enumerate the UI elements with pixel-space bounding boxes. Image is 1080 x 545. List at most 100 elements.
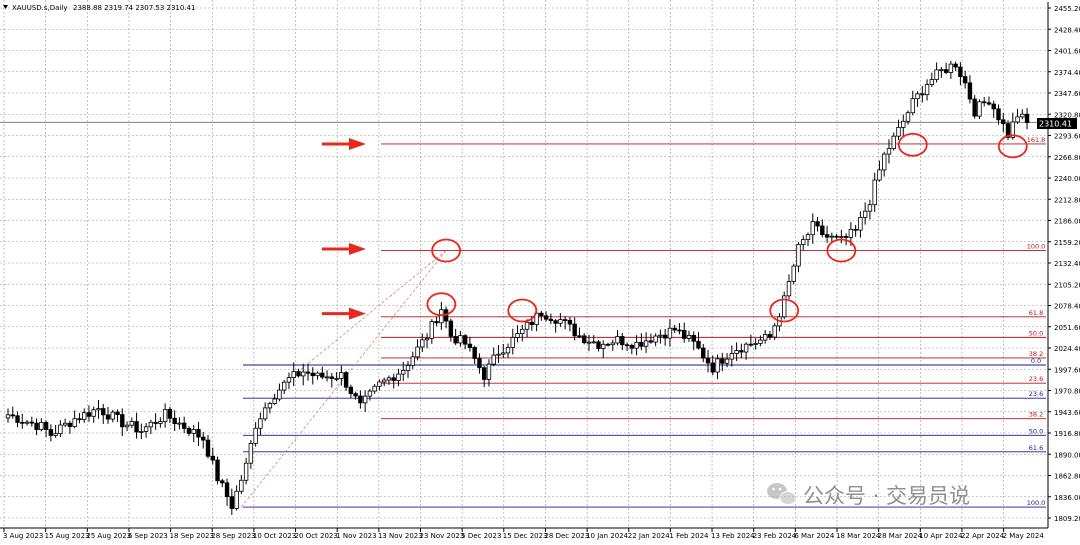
collapse-arrow-icon[interactable]: [3, 5, 8, 9]
bear-candle: [105, 414, 111, 420]
bear-candle: [205, 439, 211, 457]
bear-candle: [181, 422, 187, 429]
bull-candle: [110, 411, 115, 420]
y-tick-label: 1809.20: [1054, 515, 1080, 523]
bear-candle: [824, 234, 830, 238]
bear-candle: [710, 362, 715, 373]
bear-candle: [224, 482, 230, 498]
y-tick-label: 2455.20: [1054, 5, 1080, 13]
bull-candle: [372, 385, 377, 392]
bear-candle: [296, 371, 301, 377]
bull-candle: [415, 346, 420, 358]
bear-candle: [820, 225, 825, 236]
bear-candle: [210, 455, 215, 461]
bull-candle: [610, 342, 615, 346]
y-tick-label: 2428.40: [1054, 26, 1080, 34]
bull-candle: [653, 335, 658, 343]
current-price-tag-bg: [1037, 118, 1077, 129]
fib-level-label: 161.8: [1027, 136, 1046, 144]
bull-candle: [901, 120, 906, 128]
bull-candle: [158, 421, 163, 424]
bear-candle: [29, 421, 35, 424]
bull-candle: [591, 341, 596, 344]
bull-candle: [558, 319, 563, 324]
bear-candle: [391, 377, 396, 381]
fib-trendline: [288, 250, 447, 380]
bear-candle: [629, 345, 635, 349]
bull-candle: [424, 337, 430, 341]
bull-candle: [381, 379, 387, 383]
x-tick-label: 13 Nov 2023: [378, 532, 423, 540]
bear-candle: [682, 329, 687, 339]
bear-candle: [529, 321, 535, 325]
bear-candle: [310, 372, 315, 377]
ohlc-readout: 2388.88 2319.74 2307.53 2310.41: [73, 4, 195, 12]
y-tick-label: 1943.60: [1054, 409, 1080, 417]
bull-candle: [862, 210, 868, 218]
bear-candle: [229, 496, 235, 509]
bear-candle: [582, 335, 587, 344]
bull-candle: [253, 427, 258, 444]
annotations: [322, 132, 1028, 323]
y-tick-label: 2320.80: [1054, 111, 1080, 119]
bear-candle: [696, 340, 701, 349]
bear-candle: [920, 93, 925, 96]
bear-candle: [596, 341, 601, 349]
bear-candle: [34, 422, 39, 430]
y-tick-label: 1890.00: [1054, 451, 1080, 459]
bull-candle: [148, 421, 154, 428]
bear-candle: [739, 350, 744, 353]
bear-candle: [548, 318, 554, 322]
y-tick-label: 2266.80: [1054, 154, 1080, 162]
bull-candle: [858, 217, 863, 231]
y-tick-label: 2347.60: [1054, 90, 1080, 98]
x-tick-label: 15 Dec 2023: [503, 532, 548, 540]
bull-candle: [715, 358, 720, 373]
fib-level-label: 61.6: [1029, 444, 1043, 452]
bear-candle: [477, 358, 482, 369]
bull-candle: [667, 327, 673, 339]
bull-candle: [872, 179, 877, 206]
bull-candle: [762, 334, 768, 341]
bull-candle: [315, 372, 320, 377]
bear-candle: [348, 386, 354, 394]
bear-candle: [815, 221, 820, 227]
bear-candle: [958, 66, 963, 78]
bear-candle: [572, 323, 577, 337]
price-axis[interactable]: 2455.20 2428.40 2401.60 2374.40 2347.60 2320.…: [1048, 5, 1080, 523]
y-tick-label: 2024.40: [1054, 345, 1080, 353]
bear-candle: [982, 101, 987, 104]
fib-level-label: 100.0: [1027, 243, 1046, 251]
bull-candle: [162, 408, 168, 422]
bull-candle: [281, 381, 287, 391]
x-tick-label: 22 Apr 2024: [961, 532, 1005, 540]
red-arrow-head: [349, 137, 366, 150]
bull-candle: [324, 376, 330, 379]
bull-candle: [262, 407, 268, 420]
bull-candle: [905, 112, 911, 122]
bear-candle: [662, 334, 668, 339]
bull-candle: [386, 377, 392, 381]
bull-candle: [796, 244, 801, 267]
bear-candle: [220, 480, 225, 484]
bull-candle: [977, 101, 982, 117]
bear-candle: [972, 98, 977, 117]
bear-candle: [672, 327, 677, 331]
bull-candle: [367, 390, 373, 397]
bull-candle: [829, 235, 835, 238]
x-tick-label: 23 Nov 2023: [420, 532, 465, 540]
bear-candle: [648, 340, 654, 343]
bull-candle: [362, 395, 368, 404]
bull-candle: [867, 204, 873, 212]
bear-candle: [329, 376, 335, 379]
bear-candle: [553, 320, 558, 324]
x-tick-label: 18 Sep 2023: [170, 532, 214, 540]
bear-candle: [43, 421, 49, 430]
bull-candle: [586, 341, 592, 344]
bull-candle: [410, 356, 415, 366]
highlight-circle: [431, 238, 462, 263]
bull-candle: [72, 418, 77, 427]
x-tick-label: 18 Mar 2024: [836, 532, 881, 540]
